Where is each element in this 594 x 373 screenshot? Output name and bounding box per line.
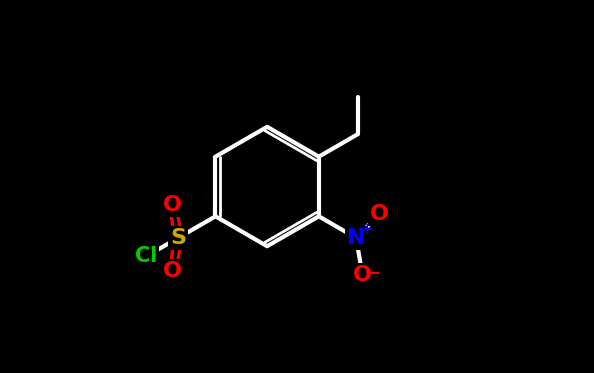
Text: S: S (170, 228, 187, 248)
Text: O: O (163, 195, 182, 215)
Text: Cl: Cl (135, 247, 157, 266)
Text: O: O (353, 264, 372, 285)
Text: −: − (366, 263, 381, 280)
Text: O: O (370, 204, 389, 224)
Text: N: N (347, 228, 365, 248)
Text: O: O (163, 261, 182, 281)
Text: +: + (360, 222, 373, 237)
